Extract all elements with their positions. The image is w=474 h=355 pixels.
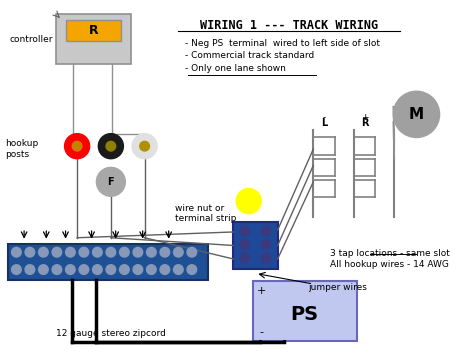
FancyBboxPatch shape <box>8 244 208 280</box>
Circle shape <box>52 247 62 257</box>
Circle shape <box>133 247 143 257</box>
Text: +: + <box>361 113 368 122</box>
Circle shape <box>173 247 183 257</box>
Circle shape <box>96 167 125 196</box>
FancyBboxPatch shape <box>65 20 121 41</box>
Circle shape <box>79 247 89 257</box>
Text: - Only one lane shown: - Only one lane shown <box>185 64 286 72</box>
Circle shape <box>52 265 62 274</box>
Circle shape <box>132 133 157 159</box>
Text: -: - <box>322 113 326 122</box>
Text: WIRING 1 --- TRACK WIRING: WIRING 1 --- TRACK WIRING <box>200 19 378 32</box>
Circle shape <box>261 226 271 236</box>
Text: - Neg PS  terminal  wired to left side of slot: - Neg PS terminal wired to left side of … <box>185 39 380 48</box>
Circle shape <box>64 133 90 159</box>
Circle shape <box>119 265 129 274</box>
Text: 3 tap locations - same slot
All hookup wires - 14 AWG: 3 tap locations - same slot All hookup w… <box>330 249 449 269</box>
Text: F: F <box>108 177 114 187</box>
Circle shape <box>240 253 250 263</box>
Circle shape <box>173 265 183 274</box>
Circle shape <box>106 141 116 151</box>
Circle shape <box>25 247 35 257</box>
Circle shape <box>119 247 129 257</box>
Circle shape <box>240 226 250 236</box>
Circle shape <box>38 265 48 274</box>
Circle shape <box>261 253 271 263</box>
Circle shape <box>240 240 250 249</box>
Circle shape <box>146 247 156 257</box>
Circle shape <box>236 189 261 214</box>
Circle shape <box>65 247 75 257</box>
Circle shape <box>98 133 123 159</box>
Circle shape <box>146 265 156 274</box>
Text: wire nut or
terminal strip: wire nut or terminal strip <box>175 204 237 223</box>
Circle shape <box>187 265 197 274</box>
Text: +: + <box>256 286 266 296</box>
Text: 12 gauge stereo zipcord: 12 gauge stereo zipcord <box>56 329 166 338</box>
FancyBboxPatch shape <box>233 222 278 269</box>
Circle shape <box>261 240 271 249</box>
Circle shape <box>133 265 143 274</box>
Circle shape <box>25 265 35 274</box>
Circle shape <box>73 141 82 151</box>
FancyBboxPatch shape <box>56 14 131 64</box>
Circle shape <box>106 265 116 274</box>
FancyBboxPatch shape <box>253 281 357 341</box>
Circle shape <box>140 141 149 151</box>
Circle shape <box>393 91 439 137</box>
Text: -: - <box>259 327 263 337</box>
Circle shape <box>11 265 21 274</box>
Text: controller: controller <box>9 35 53 44</box>
Text: hookup
posts: hookup posts <box>5 140 38 159</box>
Text: L: L <box>321 118 327 128</box>
Circle shape <box>106 247 116 257</box>
Text: R: R <box>361 118 368 128</box>
Circle shape <box>65 265 75 274</box>
Text: - Commercial track standard: - Commercial track standard <box>185 51 314 60</box>
Text: M: M <box>409 107 424 122</box>
Circle shape <box>160 247 170 257</box>
Circle shape <box>92 265 102 274</box>
Circle shape <box>92 247 102 257</box>
Text: R: R <box>89 24 98 37</box>
Circle shape <box>187 247 197 257</box>
Text: jumper wires: jumper wires <box>309 283 367 293</box>
Text: PS: PS <box>291 305 319 324</box>
Circle shape <box>79 265 89 274</box>
Circle shape <box>160 265 170 274</box>
Circle shape <box>11 247 21 257</box>
Circle shape <box>38 247 48 257</box>
